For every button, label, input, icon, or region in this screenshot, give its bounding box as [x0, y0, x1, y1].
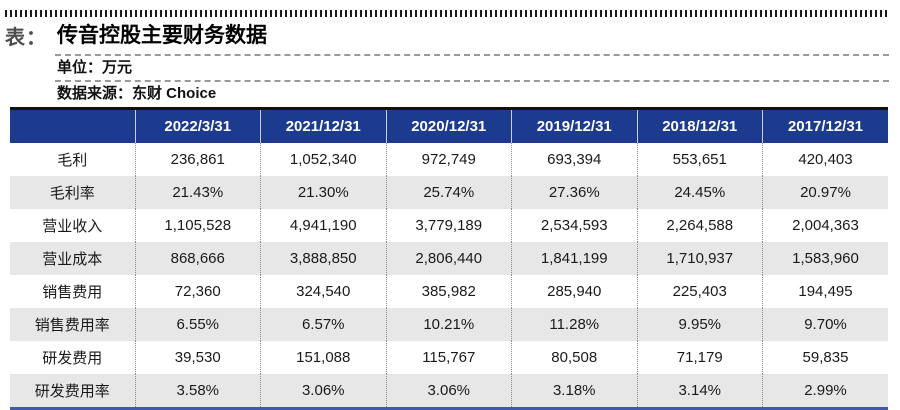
- data-cell: 80,508: [511, 341, 637, 374]
- data-cell: 1,710,937: [636, 242, 763, 275]
- row-label: 销售费用率: [34, 317, 110, 334]
- table-row: 营业收入 1,105,528 4,941,190 3,779,189 2,534,593…: [10, 209, 888, 242]
- data-cell: 20.97%: [762, 176, 888, 209]
- column-header-date: 2022/3/31: [134, 108, 261, 143]
- table-head: 2022/3/31 2021/12/31 2020/12/31 2019/12/31 2…: [10, 108, 888, 143]
- data-cell: 553,651: [636, 143, 763, 176]
- table-row: 销售费用率 6.55% 6.57% 10.21% 11.28% 9.95% 9.70%: [10, 308, 888, 341]
- row-label: 毛利率: [49, 185, 95, 202]
- data-cell: 21.30%: [260, 176, 386, 209]
- corner-header-cell: [10, 108, 135, 143]
- data-cell: 285,940: [511, 275, 637, 308]
- data-cell: 1,105,528: [134, 209, 261, 242]
- table-row: 毛利率 21.43% 21.30% 25.74% 27.36% 24.45% 20.97%: [10, 176, 888, 209]
- table-tag-label: 表：: [5, 27, 47, 49]
- data-cell: 9.95%: [636, 308, 763, 341]
- data-cell: 25.74%: [385, 176, 512, 209]
- data-cell: 2,806,440: [385, 242, 512, 275]
- data-cell: 3,779,189: [385, 209, 512, 242]
- data-cell: 24.45%: [636, 176, 763, 209]
- data-cell: 3.18%: [511, 374, 637, 409]
- data-cell: 27.36%: [511, 176, 637, 209]
- column-header-date: 2020/12/31: [385, 108, 512, 143]
- data-cell: 71,179: [636, 341, 763, 374]
- table-header-block: 表： 传音控股主要财务数据 单位：万元 数据来源：东财 Choice: [5, 17, 889, 106]
- data-cell: 3.58%: [134, 374, 261, 409]
- data-cell: 9.70%: [762, 308, 888, 341]
- title-column: 传音控股主要财务数据 单位：万元 数据来源：东财 Choice: [55, 17, 889, 106]
- column-header-date: 2019/12/31: [511, 108, 637, 143]
- column-header-date: 2018/12/31: [636, 108, 763, 143]
- data-cell: 3.06%: [385, 374, 512, 409]
- row-label: 研发费用率: [34, 383, 110, 400]
- data-cell: 2,264,588: [636, 209, 763, 242]
- data-cell: 324,540: [260, 275, 386, 308]
- table-row: 研发费用 39,530 151,088 115,767 80,508 71,179 59,8…: [10, 341, 888, 374]
- data-cell: 59,835: [762, 341, 888, 374]
- data-cell: 385,982: [385, 275, 512, 308]
- data-cell: 225,403: [636, 275, 763, 308]
- data-cell: 21.43%: [134, 176, 261, 209]
- data-cell: 868,666: [134, 242, 261, 275]
- data-cell: 6.57%: [260, 308, 386, 341]
- data-cell: 1,583,960: [762, 242, 888, 275]
- data-source-label: 数据来源：东财 Choice: [57, 85, 217, 102]
- table-row: 销售费用 72,360 324,540 385,982 285,940 225,403 19…: [10, 275, 888, 308]
- table-body: 毛利 236,861 1,052,340 972,749 693,394 553,651 4…: [10, 143, 888, 409]
- data-cell: 693,394: [511, 143, 637, 176]
- column-header-date: 2017/12/31: [762, 108, 888, 143]
- row-label: 销售费用: [42, 284, 103, 301]
- data-cell: 2.99%: [762, 374, 888, 409]
- data-cell: 2,534,593: [511, 209, 637, 242]
- data-cell: 10.21%: [385, 308, 512, 341]
- table-row: 研发费用率 3.58% 3.06% 3.06% 3.18% 3.14% 2.99%: [10, 374, 888, 409]
- data-cell: 972,749: [385, 143, 512, 176]
- data-cell: 3,888,850: [260, 242, 386, 275]
- data-cell: 3.14%: [636, 374, 763, 409]
- financial-table: 2022/3/31 2021/12/31 2020/12/31 2019/12/31 2…: [10, 107, 888, 410]
- data-cell: 3.06%: [260, 374, 386, 409]
- header-row: 2022/3/31 2021/12/31 2020/12/31 2019/12/31 2…: [10, 108, 888, 143]
- data-cell: 72,360: [134, 275, 261, 308]
- data-cell: 1,841,199: [511, 242, 637, 275]
- dotted-top-rule: [5, 10, 889, 17]
- data-cell: 11.28%: [511, 308, 637, 341]
- data-cell: 1,052,340: [260, 143, 386, 176]
- data-cell: 236,861: [134, 143, 261, 176]
- data-cell: 2,004,363: [762, 209, 888, 242]
- row-label: 毛利: [57, 152, 88, 169]
- data-cell: 194,495: [762, 275, 888, 308]
- table-row: 毛利 236,861 1,052,340 972,749 693,394 553,651 4…: [10, 143, 888, 176]
- table-row: 营业成本 868,666 3,888,850 2,806,440 1,841,199 1,…: [10, 242, 888, 275]
- unit-label: 单位：万元: [55, 56, 889, 82]
- data-cell: 6.55%: [134, 308, 261, 341]
- row-label: 研发费用: [42, 350, 103, 367]
- data-cell: 115,767: [385, 341, 512, 374]
- data-cell: 4,941,190: [260, 209, 386, 242]
- row-label: 营业收入: [42, 218, 103, 235]
- row-label: 营业成本: [42, 251, 103, 268]
- data-cell: 420,403: [762, 143, 888, 176]
- page-title: 传音控股主要财务数据: [55, 17, 889, 56]
- data-cell: 39,530: [134, 341, 261, 374]
- column-header-date: 2021/12/31: [260, 108, 386, 143]
- data-cell: 151,088: [260, 341, 386, 374]
